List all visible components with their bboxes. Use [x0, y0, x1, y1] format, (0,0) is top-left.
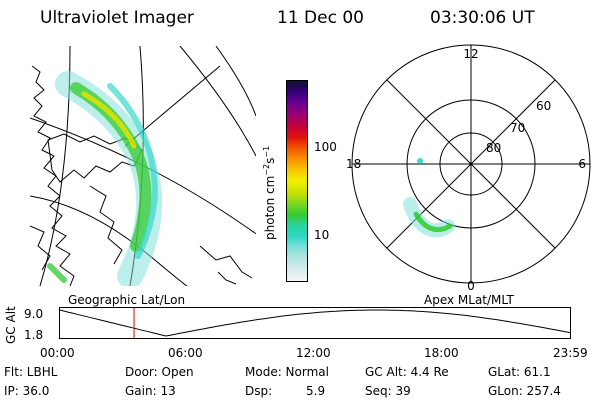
- colorbar-tick-10: 10: [314, 228, 330, 242]
- mlt-label-6: 6: [578, 157, 586, 171]
- mode-status: Mode: Normal: [245, 365, 329, 379]
- coastline: [89, 185, 123, 265]
- polar-plot: 12 6 0 18 60 70 80: [346, 44, 591, 293]
- filter-status: Flt: LBHL: [4, 365, 58, 379]
- colorbar: [286, 80, 308, 282]
- coastline: [217, 271, 237, 285]
- colorbar-unit-label: photon cm−2s−1: [262, 145, 277, 240]
- door-status: Door: Open: [125, 365, 194, 379]
- dsp-label: Dsp:: [245, 384, 273, 398]
- observation-date: 11 Dec 00: [277, 8, 364, 28]
- timeline-tick-0000: 00:00: [40, 346, 75, 360]
- coastline: [31, 65, 75, 286]
- coastline: [47, 133, 143, 183]
- dsp-value: 5.9: [306, 384, 326, 398]
- mlt-label-18: 18: [346, 157, 361, 171]
- aurora-emission: [47, 71, 163, 286]
- timeline-ylabel: GC Alt: [4, 306, 18, 344]
- seq-status: Seq: 39: [365, 384, 411, 398]
- latitude-line: [30, 117, 256, 247]
- mlat-label-70: 70: [510, 121, 525, 135]
- timeline-tick-1800: 18:00: [424, 346, 459, 360]
- timeline-tick-2359: 23:59: [553, 346, 588, 360]
- polar-aurora: [403, 158, 455, 238]
- geographic-map: [30, 46, 256, 286]
- ip-status: IP: 36.0: [4, 384, 50, 398]
- timeline-ymax: 9.0: [24, 307, 44, 321]
- mlat-label-60: 60: [536, 99, 551, 113]
- colorbar-tick-100: 100: [314, 140, 337, 154]
- polar-panel-label: Apex MLat/MLT: [424, 293, 514, 307]
- mlt-label-12: 12: [463, 47, 478, 61]
- timeline-tick-1200: 12:00: [296, 346, 331, 360]
- mlt-label-0: 0: [467, 279, 475, 293]
- timeline-tick-0600: 06:00: [168, 346, 203, 360]
- instrument-title: Ultraviolet Imager: [40, 8, 194, 28]
- altitude-curve: [59, 309, 571, 337]
- longitude-line: [215, 46, 256, 117]
- gain-status: Gain: 13: [125, 384, 176, 398]
- observation-time: 03:30:06 UT: [430, 8, 535, 28]
- altitude-timeline: [59, 307, 571, 339]
- geo-panel-label: Geographic Lat/Lon: [68, 293, 186, 307]
- longitude-line: [179, 46, 256, 157]
- glon-status: GLon: 257.4: [488, 384, 561, 398]
- gc-alt-status: GC Alt: 4.4 Re: [365, 365, 449, 379]
- coastline: [30, 225, 51, 271]
- coastline: [199, 245, 253, 279]
- mlat-label-80: 80: [486, 141, 501, 155]
- glat-status: GLat: 61.1: [488, 365, 551, 379]
- timeline-ymin: 1.8: [24, 328, 44, 342]
